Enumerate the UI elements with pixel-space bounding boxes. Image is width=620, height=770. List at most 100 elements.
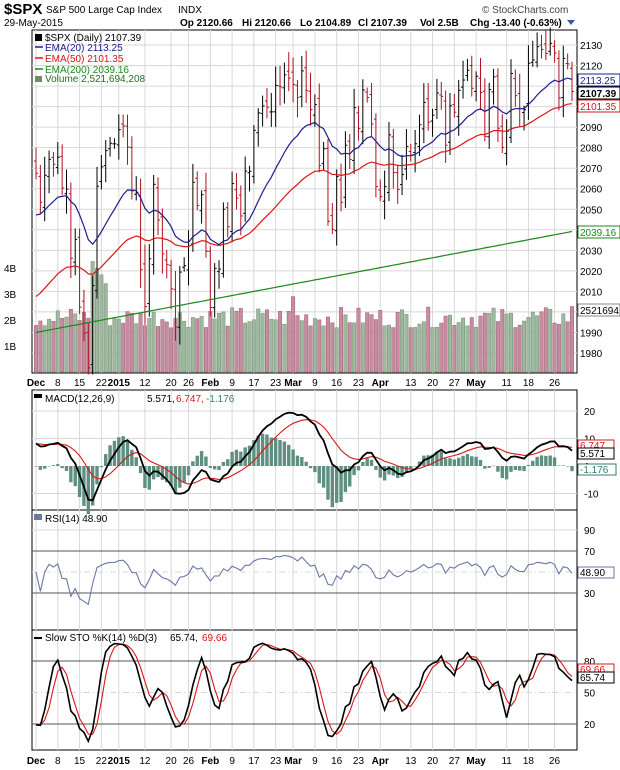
macd-histogram-bar: [487, 466, 491, 468]
volume-bar: [339, 307, 343, 373]
volume-bar: [513, 327, 518, 373]
volume-bar: [434, 327, 439, 373]
macd-histogram-bar: [456, 457, 461, 466]
volume-bar: [456, 322, 461, 373]
volume-bar: [51, 321, 56, 373]
macd-histogram-bar: [182, 466, 186, 483]
volume-bar: [326, 316, 330, 373]
volume-bar: [369, 314, 374, 373]
x-tick-label-bottom: 2015: [108, 756, 131, 767]
price-legend: $SPX (Daily) 2107.39 EMA(20) 2113.25 EMA…: [35, 33, 146, 85]
x-tick-label-bottom: 8: [55, 756, 61, 767]
tag-ema50: 2101.35: [580, 102, 617, 113]
x-tick-label: May: [466, 378, 486, 389]
macd-histogram-bar: [221, 461, 226, 466]
macd-histogram-bar: [369, 459, 374, 466]
macd-histogram-bar: [208, 466, 213, 468]
macd-histogram-bar: [252, 440, 256, 466]
macd-histogram-bar: [169, 466, 173, 487]
tag-macd-hist: -1.176: [580, 465, 609, 476]
macd-histogram-bar: [295, 455, 300, 466]
volume-bar: [304, 314, 309, 373]
volume-bar: [469, 317, 474, 373]
legend-macd-swatch: [34, 394, 42, 398]
macd-histogram-bar: [64, 466, 69, 471]
macd-histogram-bar: [38, 466, 43, 470]
volume-bar: [495, 321, 500, 373]
x-tick-label-bottom: 11: [501, 756, 512, 767]
x-tick-label-bottom: 20: [427, 756, 439, 767]
x-tick-label: Dec: [27, 378, 46, 389]
change-value: Chg -13.40 (-0.63%): [470, 18, 562, 29]
macd-histogram-bar: [204, 456, 208, 466]
volume-bar: [465, 325, 470, 373]
volume-bar: [238, 308, 243, 373]
volume-bar: [60, 317, 65, 373]
volume-bar: [378, 310, 383, 373]
macd-histogram-bar: [500, 466, 504, 479]
macd-histogram-bar: [565, 466, 570, 467]
x-tick-label: 16: [331, 378, 343, 389]
volume-bar: [556, 323, 561, 373]
macd-histogram-bar: [313, 466, 317, 473]
macd-histogram-bar: [104, 454, 108, 466]
volume-bar: [156, 326, 160, 373]
macd-histogram-bar: [47, 465, 51, 467]
x-tick-label: 23: [270, 378, 282, 389]
volume-bar: [448, 314, 452, 373]
tag-macd-b-box: [577, 447, 615, 460]
price-tick-label: 2030: [580, 246, 603, 257]
volume-bar: [526, 317, 531, 373]
price-tick-label: 2070: [580, 164, 603, 175]
macd-histogram-bar: [435, 451, 439, 466]
price-tick-label: 2050: [580, 205, 603, 216]
x-tick-label: 8: [55, 378, 61, 389]
volume-bar: [295, 315, 300, 373]
macd-histogram-bar: [160, 466, 165, 480]
volume-bar: [491, 307, 496, 373]
volume-bar: [439, 322, 444, 373]
volume-bar: [251, 319, 256, 373]
x-tick-label-bottom: Dec: [27, 756, 46, 767]
macd-histogram-bar: [522, 466, 526, 472]
tag-close: 2107.39: [580, 89, 617, 100]
price-tick-label: 2080: [580, 144, 603, 155]
macd-histogram-bar: [138, 466, 143, 474]
volume-bar: [539, 311, 544, 373]
tag-volume-box: [577, 303, 620, 317]
macd-histogram-bar: [361, 462, 365, 466]
x-tick-label-bottom: Mar: [284, 756, 302, 767]
macd-histogram-bar: [117, 437, 121, 466]
volume-bar: [64, 316, 69, 373]
legend-macd-v3: -1.176: [206, 394, 235, 405]
x-tick-label-bottom: 26: [549, 756, 561, 767]
tag-macd-b: 5.571: [580, 449, 605, 460]
rsi-legend: RSI(14) 48.90: [34, 514, 108, 525]
x-tick-label: 9: [229, 378, 235, 389]
macd-histogram-bar: [287, 444, 291, 466]
chart-symbol: $SPX: [4, 1, 42, 18]
volume-bar: [278, 311, 282, 373]
volume-bar: [221, 311, 226, 373]
volume-bar: [352, 322, 357, 373]
stoch-k-line: [35, 642, 573, 744]
legend-macd-v1: 5.571,: [147, 394, 175, 405]
volume-bar: [138, 312, 143, 373]
tag-close-box: [577, 86, 620, 100]
volume-bar: [482, 312, 487, 373]
x-tick-label-bottom: 27: [449, 756, 461, 767]
macd-legend: MACD(12,26,9) 5.571, 6.747, -1.176: [34, 394, 235, 405]
x-tick-label: Apr: [372, 378, 389, 389]
macd-histogram-bar: [269, 437, 274, 466]
macd-histogram-bar: [69, 466, 73, 483]
dropdown-icon[interactable]: [567, 20, 575, 25]
volume-bar: [347, 322, 352, 373]
macd-histogram-bar: [321, 466, 326, 488]
macd-histogram-bar: [356, 466, 361, 471]
macd-histogram-bar: [151, 466, 156, 480]
macd-histogram-bar: [461, 455, 465, 466]
volume-bar: [286, 310, 291, 373]
volume-bar: [147, 318, 152, 373]
macd-histogram-bar: [518, 466, 522, 471]
